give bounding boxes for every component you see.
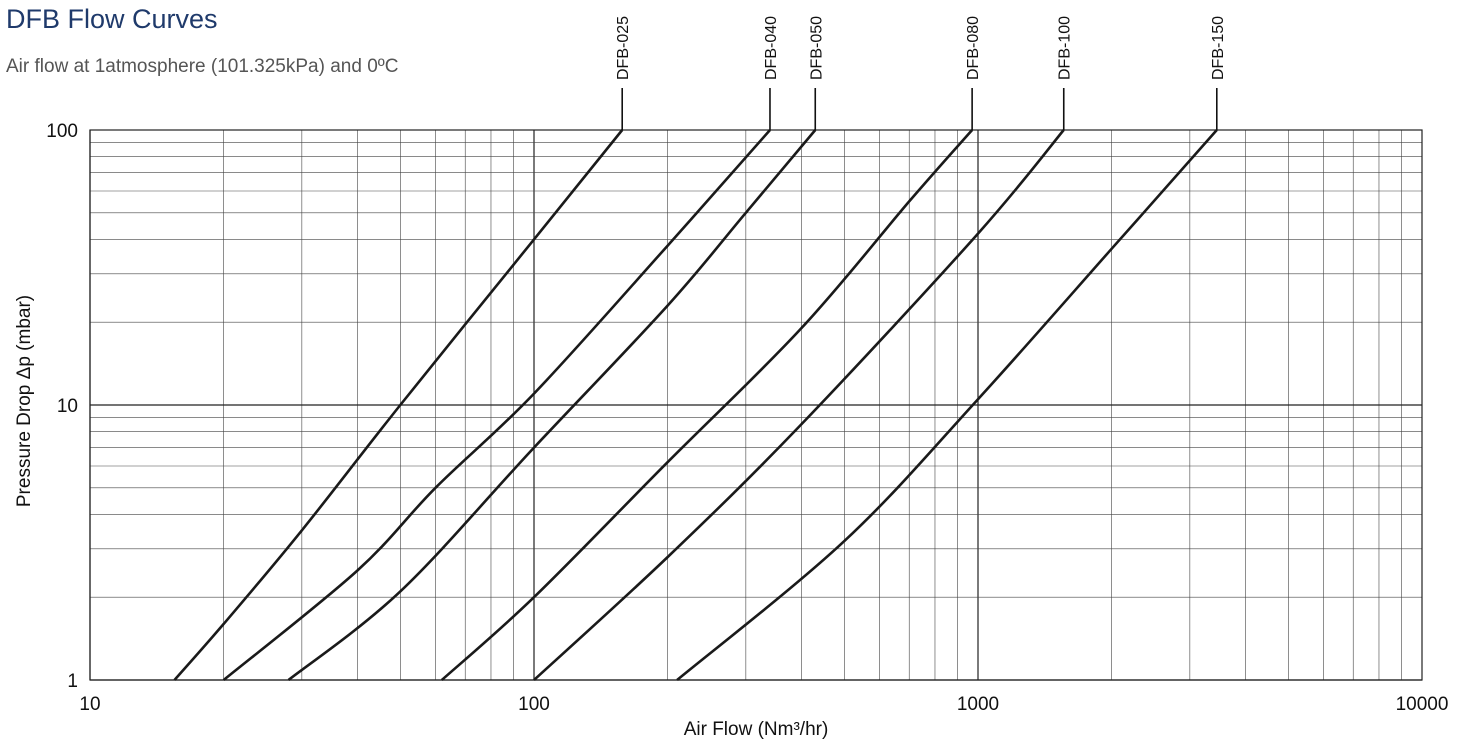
chart-title: DFB Flow Curves [6, 4, 218, 34]
x-tick-label: 10 [79, 694, 100, 715]
chart-subtitle: Air flow at 1atmosphere (101.325kPa) and… [6, 56, 398, 77]
y-tick-label: 1 [67, 671, 78, 692]
x-tick-label: 100 [518, 694, 550, 715]
series-curves [173, 129, 1218, 682]
y-axis-label: Pressure Drop Δp (mbar) [14, 295, 35, 507]
series-curve [440, 129, 974, 681]
series-curve [222, 129, 771, 682]
series-label: DFB-025 [615, 16, 632, 80]
series-curve [533, 129, 1065, 681]
series-label: DFB-080 [965, 16, 982, 80]
y-tick-label: 100 [46, 121, 78, 142]
series-curve [173, 129, 624, 681]
series-label: DFB-050 [808, 16, 825, 80]
series-labels: DFB-025 DFB-040 DFB-050 DFB-080 DFB-100 DFB-1… [615, 16, 1227, 130]
plot-frame [89, 129, 1423, 681]
series-label: DFB-150 [1210, 16, 1227, 80]
series-label: DFB-100 [1057, 16, 1074, 80]
series-curve [676, 129, 1218, 681]
x-axis-label: Air Flow (Nm³/hr) [684, 719, 829, 740]
grid [89, 130, 1422, 681]
x-tick-label: 10000 [1396, 694, 1449, 715]
series-curve [287, 129, 817, 682]
x-tick-label: 1000 [957, 694, 999, 715]
series-label: DFB-040 [763, 16, 780, 80]
y-tick-label: 10 [57, 396, 78, 417]
